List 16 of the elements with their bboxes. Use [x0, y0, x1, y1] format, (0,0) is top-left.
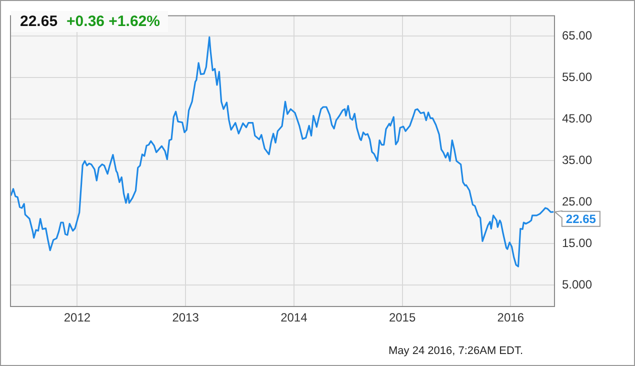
- y-tick-label: 35.00: [562, 152, 592, 167]
- annotation: 22.65: [566, 212, 596, 226]
- text: May 24 2016, 7:26AM EDT.: [388, 345, 523, 357]
- x-tick-label: 2013: [172, 310, 200, 325]
- x-tick-label: 2014: [280, 310, 308, 325]
- x-tick-label: 2012: [64, 310, 91, 325]
- y-tick-label: 5.000: [562, 278, 592, 292]
- y-tick-label: 65.00: [562, 28, 592, 42]
- y-tick-label: 55.00: [562, 70, 592, 84]
- x-tick-label: 2015: [388, 310, 416, 325]
- chart-title: 22.65: [20, 13, 58, 30]
- x-tick-label: 2016: [497, 310, 524, 325]
- y-tick-label: 25.00: [562, 194, 592, 208]
- y-tick-label: 15.00: [562, 236, 592, 250]
- y-tick-label: 45.00: [562, 111, 592, 126]
- chart-subtitle: +0.36 +1.62%: [66, 13, 160, 30]
